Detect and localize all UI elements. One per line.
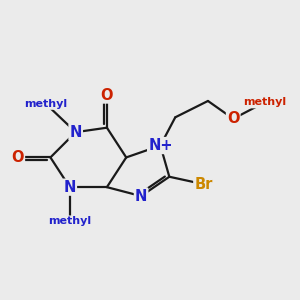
- Text: N: N: [64, 180, 76, 195]
- Text: N+: N+: [148, 138, 173, 153]
- Text: methyl: methyl: [24, 99, 68, 109]
- Text: O: O: [11, 150, 24, 165]
- Text: Br: Br: [194, 177, 213, 192]
- Text: methyl: methyl: [243, 98, 286, 107]
- Text: N: N: [135, 189, 147, 204]
- Text: O: O: [101, 88, 113, 103]
- Text: O: O: [227, 111, 239, 126]
- Text: methyl: methyl: [48, 216, 91, 226]
- Text: N: N: [70, 125, 82, 140]
